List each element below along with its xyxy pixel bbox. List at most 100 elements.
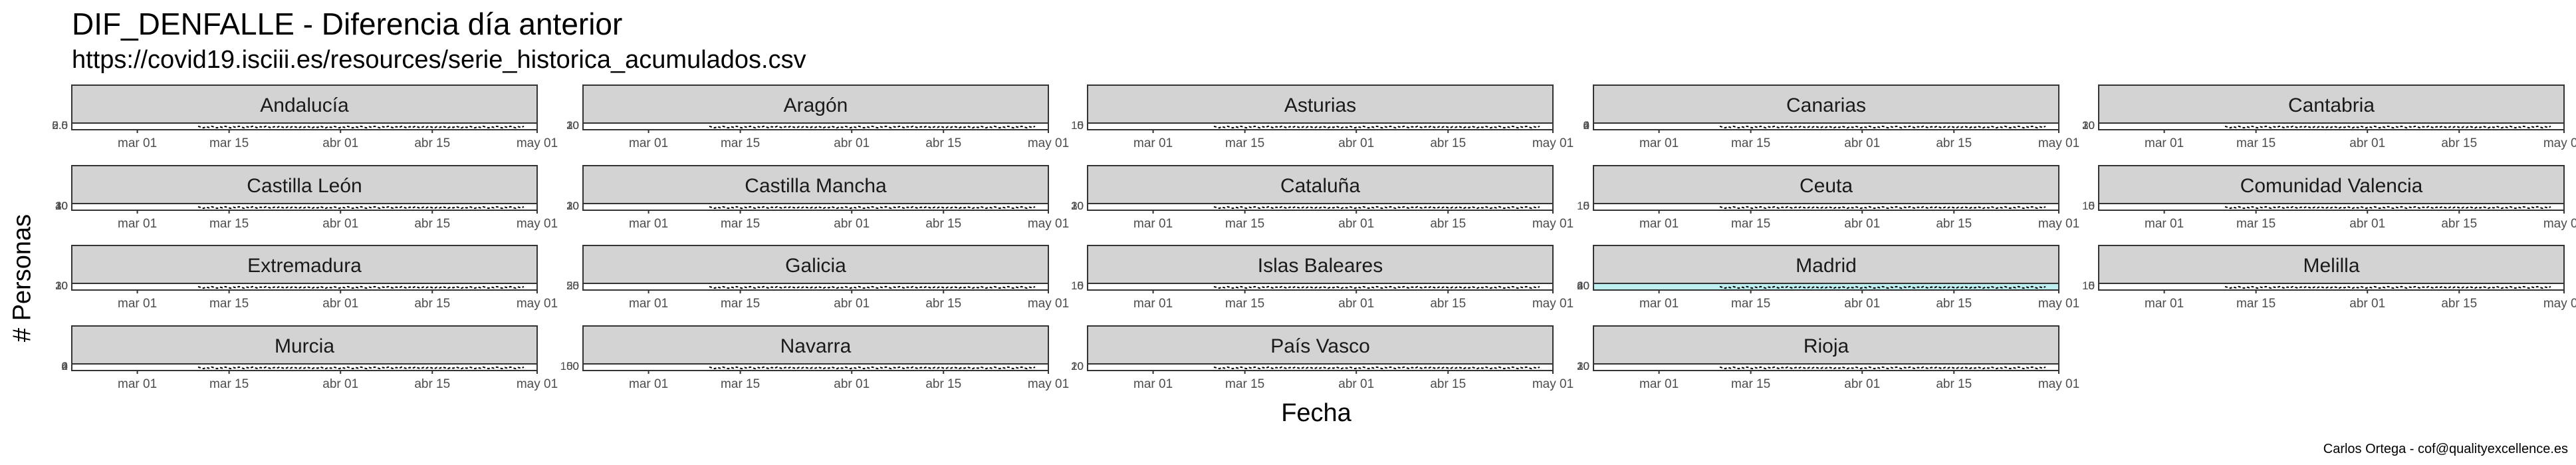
plot-area <box>2098 203 2565 211</box>
x-tick-label: may 01 <box>1028 377 1069 391</box>
x-axis-label: Fecha <box>1281 399 1351 427</box>
series-line <box>1213 125 1540 129</box>
y-tick-label: 0 <box>573 279 579 292</box>
y-tick-label: 10 <box>1071 279 1084 292</box>
x-tick-label: mar 15 <box>721 297 760 311</box>
x-tick-label: mar 01 <box>2145 297 2184 311</box>
facet-label: Asturias <box>1284 94 1356 116</box>
y-tick-label: 0 <box>1583 119 1589 132</box>
facet-label: Murcia <box>275 335 334 357</box>
x-tick-label: abr 01 <box>834 136 870 150</box>
y-tick-label: 10 <box>1577 200 1589 212</box>
x-tick-label: mar 01 <box>1133 297 1173 311</box>
x-tick-label: may 01 <box>1532 217 1574 231</box>
x-tick-label: may 01 <box>2543 297 2576 311</box>
facet-label: Ceuta <box>1800 175 1853 197</box>
y-tick-label: 0 <box>1078 119 1084 132</box>
x-tick-label: abr 15 <box>925 297 961 311</box>
x-tick-label: may 01 <box>2038 297 2079 311</box>
plot-area <box>1593 203 2059 211</box>
facet-label: Comunidad Valencia <box>2240 175 2423 197</box>
x-tick-label: abr 01 <box>2349 136 2385 150</box>
x-tick-label: mar 15 <box>1731 297 1770 311</box>
x-tick-label: abr 01 <box>1844 377 1880 391</box>
series-line <box>709 206 1036 210</box>
x-tick-label: may 01 <box>1028 217 1069 231</box>
x-tick-label: mar 01 <box>118 377 157 391</box>
facet-strip <box>582 165 1049 204</box>
x-tick-label: mar 01 <box>1639 217 1679 231</box>
y-tick-label: 5 <box>2089 279 2095 292</box>
x-tick-label: abr 15 <box>925 377 961 391</box>
series-line <box>1719 206 2046 210</box>
x-tick-label: mar 01 <box>118 136 157 150</box>
facet-strip <box>1593 84 2059 124</box>
y-tick-label: 30 <box>566 119 579 132</box>
chart-title: DIF_DENFALLE - Diferencia día anterior <box>72 7 623 41</box>
y-tick-label: 30 <box>1071 200 1084 212</box>
y-tick-label: 10 <box>1071 119 1084 132</box>
y-tick-label: 25 <box>566 279 579 292</box>
y-tick-label: 20 <box>55 200 68 212</box>
facet-label: Madrid <box>1796 255 1857 277</box>
y-tick-label: 0 <box>62 279 68 292</box>
x-tick-label: mar 15 <box>721 217 760 231</box>
facet-label: Aragón <box>784 94 848 116</box>
y-tick-label: 0 <box>2089 279 2095 292</box>
y-tick-label: 0 <box>1583 360 1589 373</box>
y-tick-label: 0 <box>1078 360 1084 373</box>
x-tick-label: may 01 <box>517 217 558 231</box>
x-tick-label: mar 15 <box>209 217 249 231</box>
x-tick-label: abr 15 <box>414 136 450 150</box>
plot-area <box>1593 283 2059 291</box>
plot-area <box>1087 283 1554 291</box>
y-tick-label: 40 <box>1577 279 1589 292</box>
x-tick-label: mar 01 <box>1133 136 1173 150</box>
series-line <box>1213 285 1540 289</box>
plot-area <box>71 283 538 291</box>
plot-area <box>582 203 1049 211</box>
x-tick-label: mar 01 <box>1639 136 1679 150</box>
y-tick-label: 6 <box>62 360 68 373</box>
x-tick-label: may 01 <box>1028 297 1069 311</box>
x-tick-label: may 01 <box>1532 136 1574 150</box>
x-tick-label: mar 01 <box>118 297 157 311</box>
facet-label: Extremadura <box>247 255 362 277</box>
y-tick-label: 0 <box>1078 279 1084 292</box>
series-line <box>2224 285 2551 289</box>
plot-area <box>2098 122 2565 130</box>
x-tick-label: abr 01 <box>322 297 358 311</box>
x-tick-label: abr 01 <box>834 377 870 391</box>
series-line <box>197 125 525 129</box>
x-tick-label: mar 15 <box>209 297 249 311</box>
y-tick-label: 0 <box>2089 200 2095 212</box>
y-tick-label: 30 <box>2082 119 2095 132</box>
x-tick-label: abr 15 <box>1936 377 1972 391</box>
x-tick-label: abr 01 <box>834 297 870 311</box>
y-tick-label: 30 <box>1577 360 1589 373</box>
x-tick-label: may 01 <box>2543 136 2576 150</box>
facet-strip <box>1087 84 1554 124</box>
x-tick-label: abr 01 <box>1338 297 1374 311</box>
y-tick-label: 0 <box>573 200 579 212</box>
y-tick-label: 100 <box>560 360 579 373</box>
facet-strip <box>582 245 1049 284</box>
x-tick-label: abr 15 <box>414 377 450 391</box>
y-tick-label: 10 <box>1577 360 1589 373</box>
x-tick-label: abr 01 <box>1844 297 1880 311</box>
facet-strip <box>71 165 538 204</box>
x-tick-label: abr 15 <box>1936 136 1972 150</box>
plot-area <box>71 363 538 371</box>
series-line <box>197 285 525 289</box>
y-tick-label: 4 <box>62 360 68 373</box>
x-tick-label: mar 15 <box>721 377 760 391</box>
y-tick-label: 10 <box>566 200 579 212</box>
x-tick-label: mar 15 <box>1731 377 1770 391</box>
